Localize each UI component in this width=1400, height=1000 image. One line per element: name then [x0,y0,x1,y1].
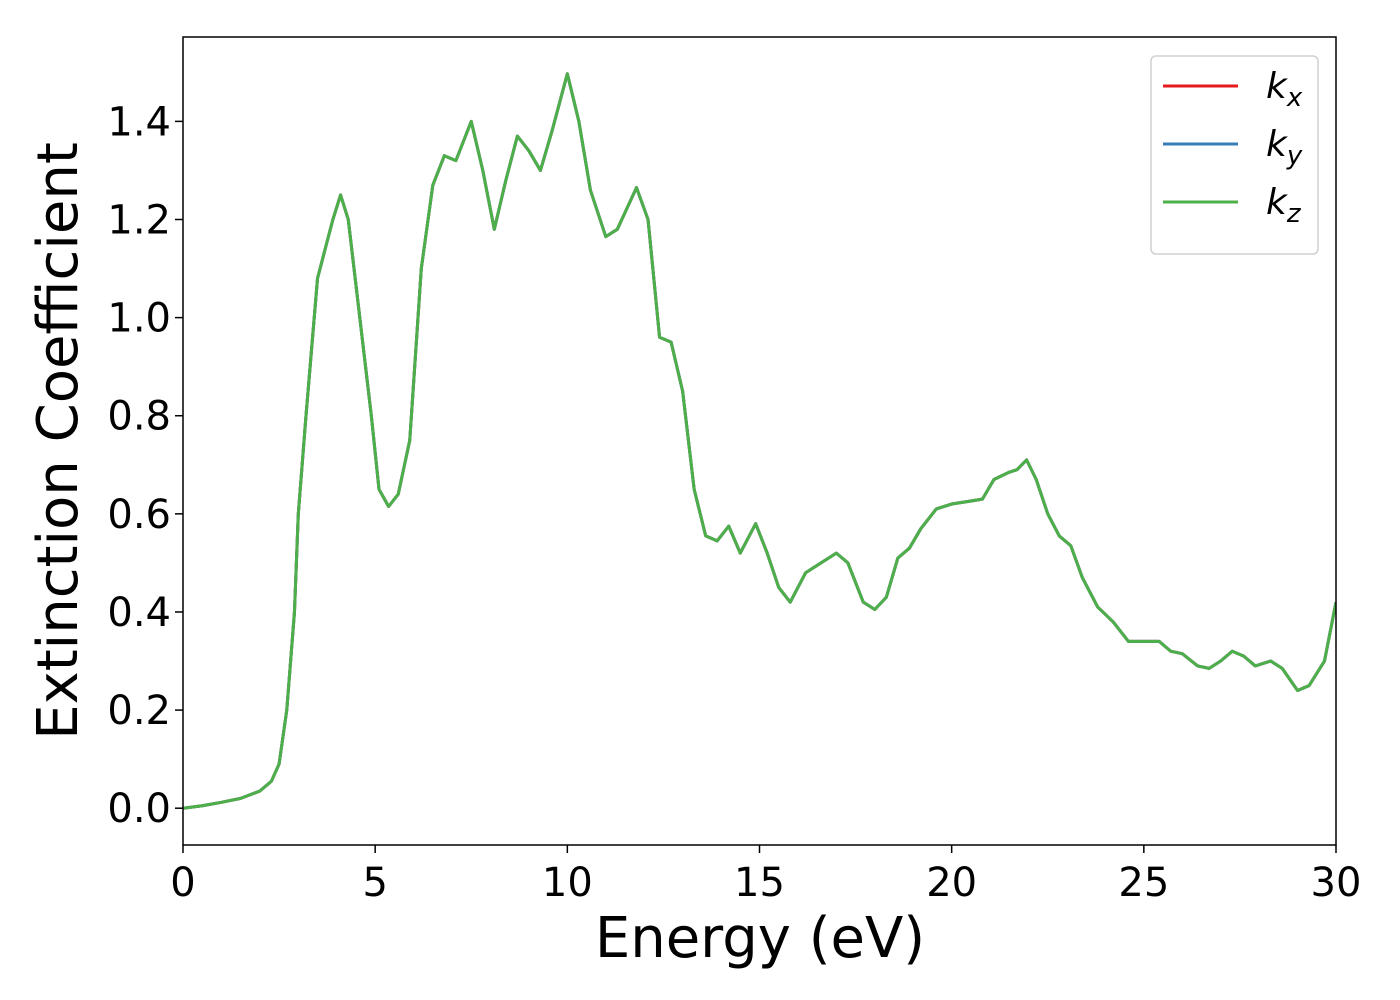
x-tick-label: 20 [926,860,977,906]
y-axis-label: Extinction Coefficient [26,142,91,740]
y-tick-label: 1.4 [107,99,171,145]
x-tick-label: 5 [362,860,387,906]
y-tick-label: 0.8 [107,394,171,440]
y-tick-label: 1.0 [107,296,171,342]
legend-label: ky [1266,124,1303,171]
y-tick-label: 0.2 [107,688,171,734]
x-axis-label: Energy (eV) [595,906,925,971]
legend-label: kx [1266,66,1303,113]
y-tick-label: 1.2 [107,197,171,243]
x-tick-label: 30 [1311,860,1362,906]
line-series [183,72,1336,810]
x-tick-label: 0 [170,860,195,906]
plot-frame [182,36,1337,846]
plot-lines [183,72,1336,810]
legend-box [1150,55,1319,255]
legend-label: kz [1266,182,1302,229]
x-tick-label: 25 [1118,860,1169,906]
y-tick-label: 0.4 [107,590,171,636]
y-tick-label: 0.6 [107,492,171,538]
x-tick-label: 15 [734,860,785,906]
y-tick-label: 0.0 [107,786,171,832]
x-tick-label: 10 [542,860,593,906]
